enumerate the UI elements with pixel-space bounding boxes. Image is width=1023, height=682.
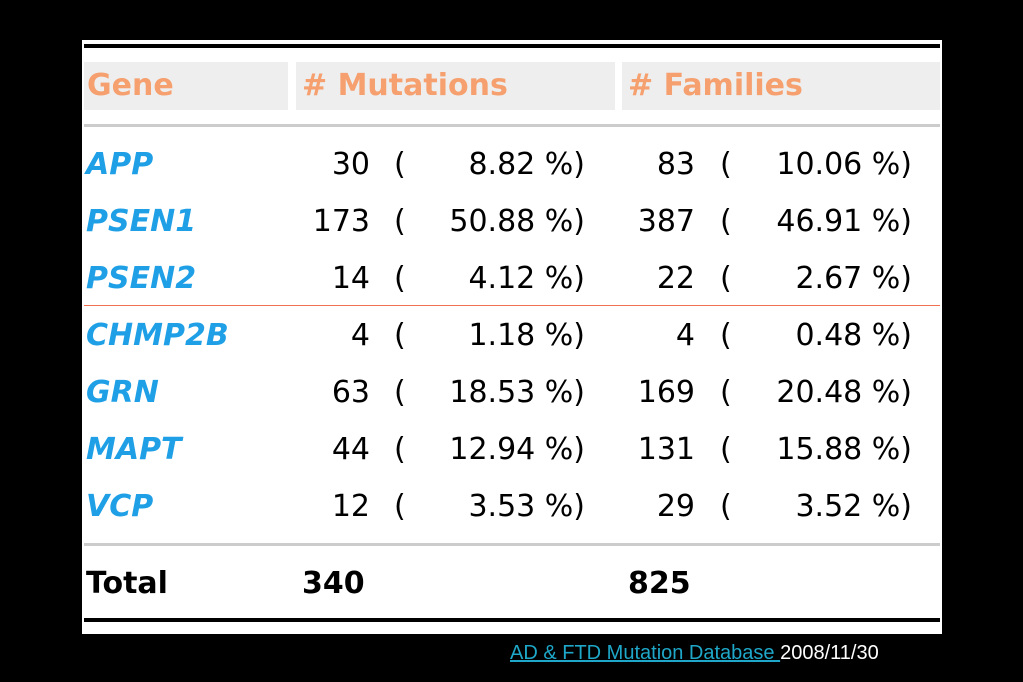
total-label: Total	[86, 566, 168, 601]
paren: (	[720, 489, 732, 524]
gene-name: MAPT	[86, 432, 182, 467]
group-separator	[84, 305, 940, 306]
paren: (	[394, 375, 406, 410]
paren: (	[394, 261, 406, 296]
mutation-percent: 8.82 %)	[468, 147, 585, 182]
family-count: 4	[675, 318, 695, 353]
family-count: 29	[656, 489, 695, 524]
mutation-count: 63	[331, 375, 370, 410]
family-count: 131	[637, 432, 695, 467]
gene-name: CHMP2B	[86, 318, 229, 353]
total-rule	[84, 543, 940, 546]
paren: (	[394, 318, 406, 353]
family-count: 22	[656, 261, 695, 296]
column-header: # Families	[628, 68, 803, 103]
paren: (	[720, 204, 732, 239]
header-bg	[622, 62, 940, 110]
paren: (	[720, 318, 732, 353]
top-rule	[84, 44, 940, 48]
column-header: Gene	[87, 68, 174, 103]
footer: AD & FTD Mutation Database 2008/11/30	[510, 642, 879, 665]
mutation-count: 12	[331, 489, 370, 524]
total-value: 340	[302, 566, 365, 601]
mutation-percent: 50.88 %)	[449, 204, 585, 239]
paren: (	[394, 489, 406, 524]
header-rule	[84, 124, 940, 127]
family-percent: 20.48 %)	[776, 375, 912, 410]
table-panel: Gene # Mutations # Families APP 30 (8.82 %) 83…	[82, 40, 942, 634]
paren: (	[720, 147, 732, 182]
mutation-count: 173	[312, 204, 370, 239]
mutation-percent: 3.53 %)	[468, 489, 585, 524]
mutation-percent: 1.18 %)	[468, 318, 585, 353]
paren: (	[394, 147, 406, 182]
mutation-count: 4	[350, 318, 370, 353]
gene-name: APP	[86, 147, 154, 182]
family-count: 387	[637, 204, 695, 239]
family-percent: 3.52 %)	[795, 489, 912, 524]
header-bg	[296, 62, 615, 110]
family-percent: 10.06 %)	[776, 147, 912, 182]
family-percent: 0.48 %)	[795, 318, 912, 353]
mutation-count: 14	[331, 261, 370, 296]
paren: (	[720, 375, 732, 410]
family-count: 83	[656, 147, 695, 182]
column-header: # Mutations	[302, 68, 508, 103]
date: 2008/11/30	[780, 642, 879, 664]
paren: (	[394, 204, 406, 239]
paren: (	[720, 432, 732, 467]
gene-name: VCP	[86, 489, 154, 524]
family-percent: 46.91 %)	[776, 204, 912, 239]
family-count: 169	[637, 375, 695, 410]
mutation-percent: 12.94 %)	[449, 432, 585, 467]
paren: (	[394, 432, 406, 467]
mutation-count: 30	[331, 147, 370, 182]
gene-name: PSEN1	[86, 204, 197, 239]
paren: (	[720, 261, 732, 296]
gene-name: PSEN2	[86, 261, 197, 296]
family-percent: 15.88 %)	[776, 432, 912, 467]
mutation-percent: 18.53 %)	[449, 375, 585, 410]
family-percent: 2.67 %)	[795, 261, 912, 296]
mutation-percent: 4.12 %)	[468, 261, 585, 296]
gene-name: GRN	[86, 375, 159, 410]
mutation-count: 44	[331, 432, 370, 467]
header-bg	[84, 62, 288, 110]
source-link[interactable]: AD & FTD Mutation Database	[510, 642, 781, 664]
bottom-rule	[84, 618, 940, 622]
total-value: 825	[628, 566, 691, 601]
